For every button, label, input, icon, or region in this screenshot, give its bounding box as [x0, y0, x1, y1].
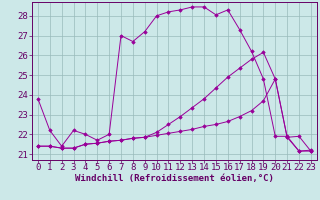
X-axis label: Windchill (Refroidissement éolien,°C): Windchill (Refroidissement éolien,°C): [75, 174, 274, 183]
